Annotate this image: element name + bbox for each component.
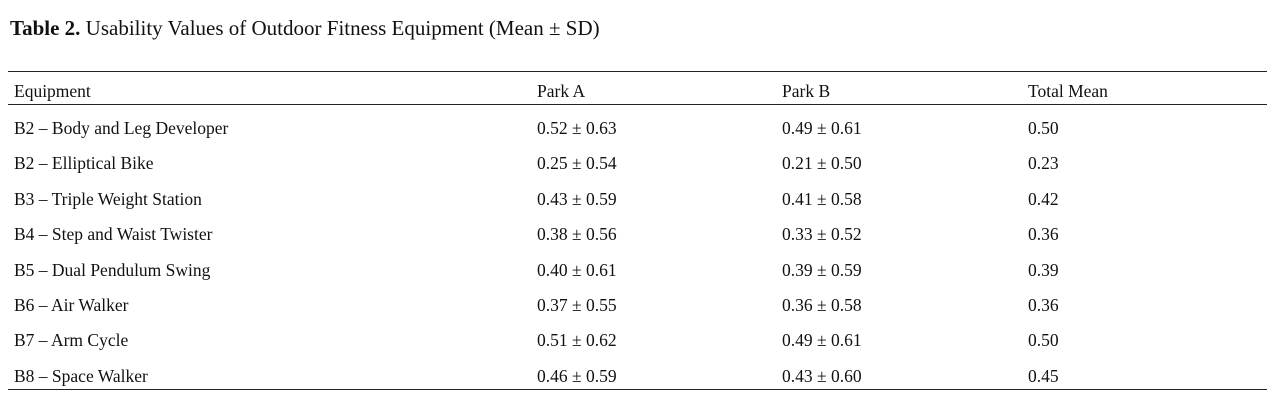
value-cell: 0.41 ± 0.58 (782, 188, 862, 209)
value-cell: 0.36 (1028, 295, 1059, 315)
value-cell: 0.21 ± 0.50 (782, 153, 862, 174)
caption-title: Usability Values of Outdoor Fitness Equi… (85, 16, 600, 40)
header-cell: Total Mean (1028, 81, 1108, 101)
value-cell: 0.43 ± 0.60 (782, 365, 862, 386)
table-caption: Table 2. Usability Values of Outdoor Fit… (10, 16, 600, 41)
value-cell: 0.36 ± 0.58 (782, 295, 862, 315)
header-cell: Park A (537, 81, 586, 101)
header-cell: Park B (782, 81, 831, 101)
value-cell: 0.40 ± 0.61 (537, 259, 617, 280)
equipment-name: B3 – Triple Weight Station (14, 188, 202, 209)
equipment-name: B2 – Body and Leg Developer (14, 118, 229, 138)
value-cell: 0.49 ± 0.61 (782, 118, 862, 138)
value-cell: 0.51 ± 0.62 (537, 330, 617, 351)
equipment-name: B5 – Dual Pendulum Swing (14, 259, 211, 280)
equipment-name: B8 – Space Walker (14, 365, 148, 386)
value-cell: 0.49 ± 0.61 (782, 330, 862, 351)
value-cell: 0.39 (1028, 259, 1059, 280)
value-cell: 0.46 ± 0.59 (537, 365, 617, 386)
caption-label: Table 2. (10, 16, 81, 40)
value-cell: 0.36 (1028, 224, 1059, 245)
header-rule (8, 104, 1267, 105)
top-rule (8, 71, 1267, 72)
value-cell: 0.25 ± 0.54 (537, 153, 617, 174)
value-cell: 0.50 (1028, 330, 1059, 351)
value-cell: 0.50 (1028, 118, 1059, 138)
value-cell: 0.45 (1028, 365, 1059, 386)
value-cell: 0.52 ± 0.63 (537, 118, 617, 138)
equipment-name: B4 – Step and Waist Twister (14, 224, 213, 245)
equipment-name: B6 – Air Walker (14, 295, 129, 315)
value-cell: 0.33 ± 0.52 (782, 224, 862, 245)
value-cell: 0.43 ± 0.59 (537, 188, 617, 209)
value-cell: 0.38 ± 0.56 (537, 224, 617, 245)
bottom-rule (8, 389, 1267, 390)
value-cell: 0.39 ± 0.59 (782, 259, 862, 280)
equipment-name: B2 – Elliptical Bike (14, 153, 154, 174)
header-cell: Equipment (14, 81, 91, 101)
equipment-name: B7 – Arm Cycle (14, 330, 129, 351)
value-cell: 0.23 (1028, 153, 1059, 174)
value-cell: 0.37 ± 0.55 (537, 295, 617, 315)
value-cell: 0.42 (1028, 188, 1059, 209)
